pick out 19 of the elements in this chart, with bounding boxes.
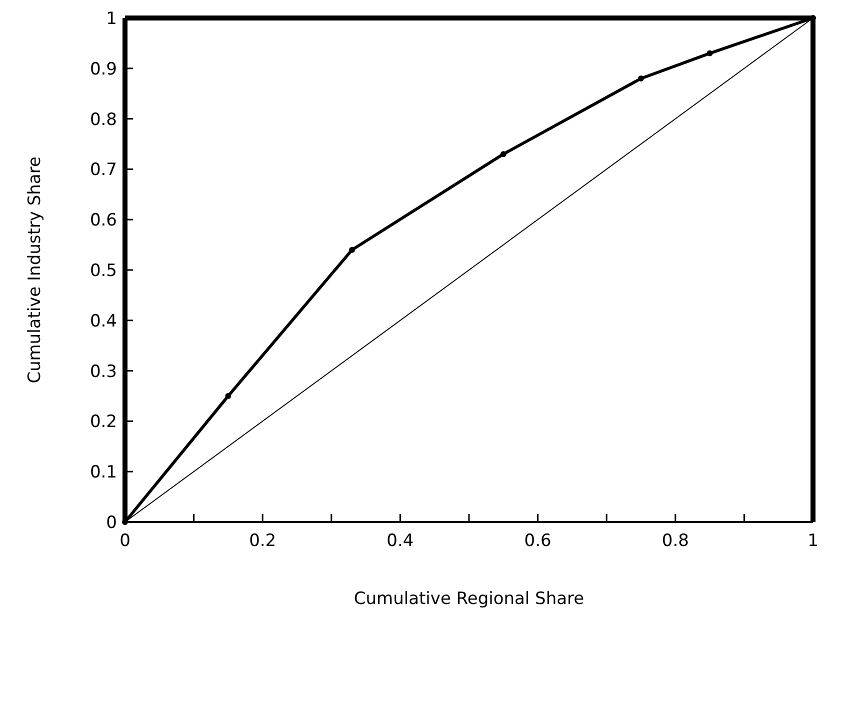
y-tick-label: 0.9 — [90, 59, 117, 80]
y-tick-label: 0.5 — [90, 261, 117, 281]
x-tick-label: 0 — [120, 531, 130, 551]
y-tick-label: 0.4 — [90, 311, 117, 332]
y-tick-label: 0 — [106, 513, 117, 533]
y-tick-label: 0.2 — [90, 412, 117, 432]
x-tick-label: 0.2 — [249, 531, 276, 551]
y-tick-label: 0.3 — [90, 362, 117, 382]
x-tick-label: 0.6 — [524, 531, 552, 551]
x-tick-label: 0.8 — [662, 531, 689, 551]
y-tick-label: 0.6 — [90, 210, 117, 231]
y-axis-title: Cumulative Industry Share — [25, 156, 45, 384]
x-tick-label: 0.4 — [386, 531, 414, 551]
x-axis-title: Cumulative Regional Share — [354, 589, 584, 609]
y-tick-label: 0.8 — [90, 110, 117, 130]
y-tick-label: 0.1 — [90, 462, 117, 483]
y-tick-label: 1 — [106, 9, 117, 29]
x-tick-label: 1 — [808, 531, 818, 551]
y-tick-label: 0.7 — [90, 160, 117, 180]
